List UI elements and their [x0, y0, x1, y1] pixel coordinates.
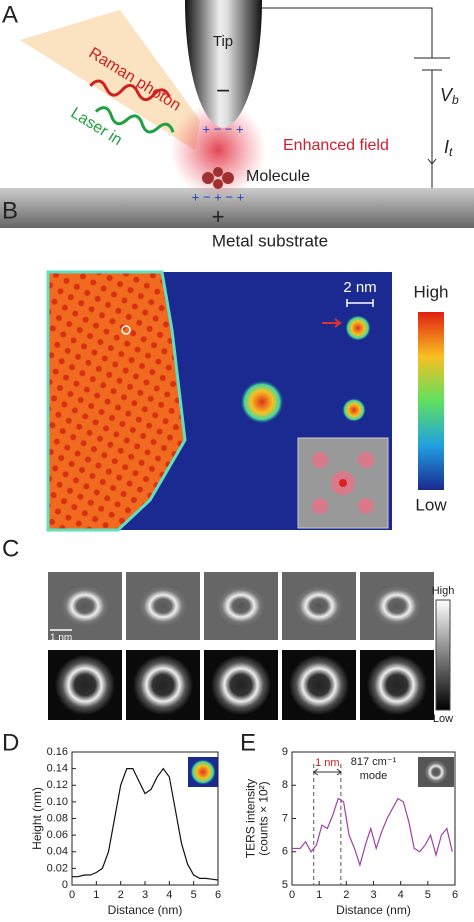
data-line	[72, 767, 219, 881]
inset-blob	[190, 759, 216, 785]
y-tick-label: 0.16	[47, 746, 68, 758]
span-arrow	[312, 768, 342, 776]
x-axis-label: Distance (nm)	[108, 903, 183, 917]
symbol: I	[444, 137, 449, 157]
molecule-blob	[345, 315, 371, 341]
x-tick-label: 0	[69, 889, 75, 901]
y-axis-label: (counts × 10²)	[257, 781, 271, 855]
substrate-charge: +	[212, 204, 225, 229]
colorbar-low: Low	[415, 495, 447, 514]
mode-label: 817 cm⁻¹	[351, 756, 397, 768]
x-tick-label: 2	[118, 889, 124, 901]
y-tick-label: 0	[62, 879, 68, 891]
y-axis-label: Height (nm)	[30, 787, 44, 850]
sim-ring	[367, 655, 427, 715]
marker	[121, 325, 131, 335]
x-tick-label: 6	[452, 889, 458, 901]
y-tick-label: 6	[282, 846, 288, 858]
y-axis-label: TERS intensity	[244, 779, 258, 858]
image-grid	[48, 572, 434, 720]
exp-ring	[61, 586, 109, 626]
exp-ring	[373, 586, 421, 626]
light-cone	[20, 10, 200, 150]
x-tick-label: 3	[370, 889, 376, 901]
x-tick-label: 2	[343, 889, 349, 901]
substrate-label: Metal substrate	[212, 231, 328, 250]
current-label: It	[444, 137, 453, 159]
y-tick-label: 0.10	[47, 796, 68, 808]
x-tick-label: 1	[93, 889, 99, 901]
molecule-label: Molecule	[246, 168, 310, 185]
raman-wave	[89, 79, 171, 102]
sim-ring	[55, 655, 115, 715]
molecule-icon	[202, 167, 234, 189]
x-tick-label: 1	[316, 889, 322, 901]
tip-charge: −	[216, 77, 230, 104]
scale-bar	[346, 299, 374, 307]
exp-ring	[217, 586, 265, 626]
sim-ring	[133, 655, 193, 715]
y-tick-label: 0.14	[47, 763, 68, 775]
scale-label: 1 nm	[50, 633, 72, 644]
panel-label: D	[2, 729, 19, 756]
tip	[185, 0, 262, 128]
exp-ring	[139, 586, 187, 626]
y-tick-label: 0.02	[47, 862, 68, 874]
tip-label: Tip	[213, 33, 233, 50]
y-tick-label: 0.08	[47, 812, 68, 824]
current-arrow	[427, 150, 437, 165]
y-tick-label: 0.04	[47, 846, 68, 858]
y-tick-label: 9	[282, 746, 288, 758]
scale-label: 2 nm	[343, 279, 376, 296]
molecule-model	[312, 452, 374, 514]
field-label: Enhanced field	[283, 137, 389, 154]
panel-label: E	[240, 729, 256, 756]
inset-ring	[425, 761, 447, 783]
panel-label: B	[2, 197, 18, 224]
y-tick-label: 5	[282, 879, 288, 891]
x-tick-label: 4	[398, 889, 404, 901]
y-tick-label: 8	[282, 779, 288, 791]
y-tick-label: 0.12	[47, 779, 68, 791]
x-axis-label: Distance (nm)	[336, 903, 411, 917]
x-tick-label: 3	[142, 889, 148, 901]
panel-label: A	[2, 1, 18, 28]
island	[46, 270, 187, 532]
circuit	[262, 7, 450, 188]
y-tick-label: 0.06	[47, 829, 68, 841]
y-tick-label: 7	[282, 812, 288, 824]
panel-label: C	[2, 535, 19, 562]
x-tick-label: 6	[215, 889, 221, 901]
sim-ring	[289, 655, 349, 715]
molecule-blob	[342, 398, 366, 422]
colorbar-high: High	[414, 282, 449, 301]
mode-label: mode	[360, 770, 388, 782]
tip-induced: + − − +	[202, 121, 243, 136]
annotation: 1 nm	[315, 757, 339, 769]
subscript: t	[449, 145, 453, 159]
molecule-blob	[240, 380, 284, 424]
arrow	[322, 318, 342, 328]
x-tick-label: 5	[191, 889, 197, 901]
colorbar	[418, 312, 444, 490]
colorbar	[435, 599, 451, 711]
data-line	[292, 797, 453, 868]
field-glow	[170, 102, 266, 198]
symbol: V	[440, 85, 454, 105]
subscript: b	[452, 93, 459, 107]
x-tick-label: 0	[289, 889, 295, 901]
x-tick-label: 4	[166, 889, 172, 901]
colorbar-high: High	[432, 585, 455, 597]
substrate	[0, 188, 474, 228]
laser-wave	[94, 106, 175, 134]
x-tick-label: 5	[425, 889, 431, 901]
voltage-label: Vb	[440, 85, 459, 107]
colorbar-low: Low	[433, 713, 453, 725]
substrate-induced: + − + − +	[192, 189, 244, 204]
exp-ring	[295, 586, 343, 626]
sim-ring	[211, 655, 271, 715]
